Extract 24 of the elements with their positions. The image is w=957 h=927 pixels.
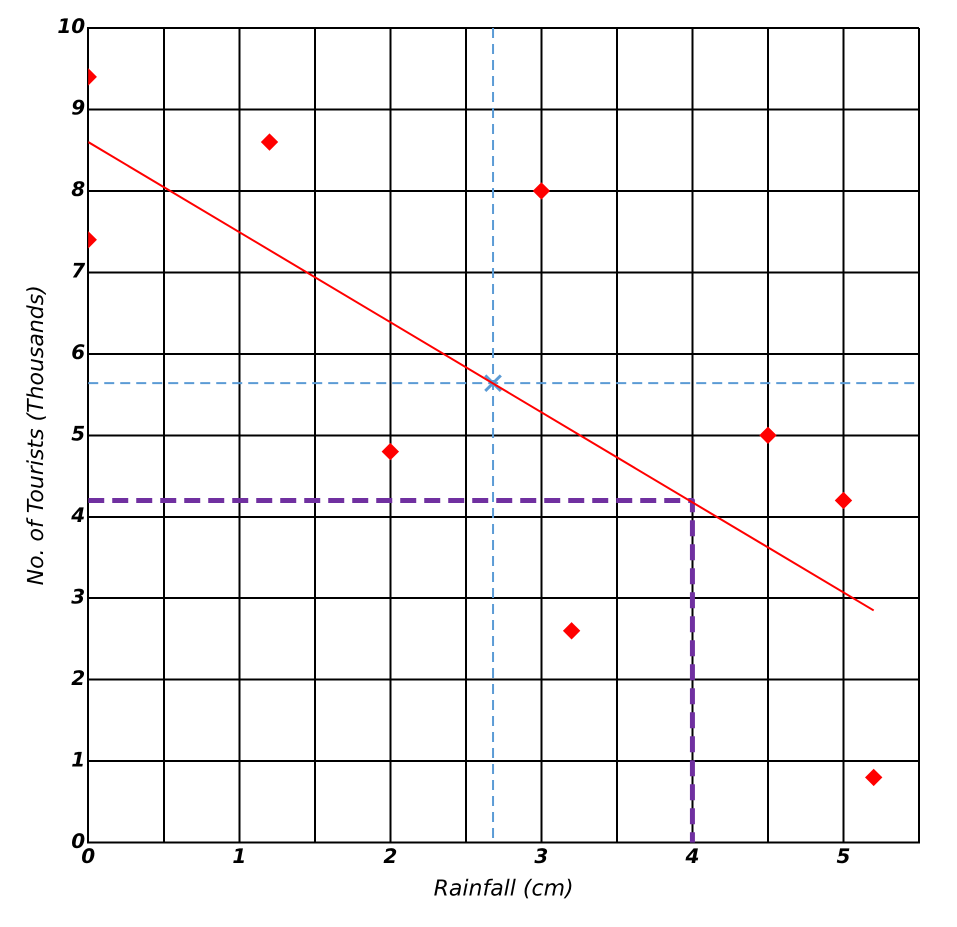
point bbox=[563, 622, 580, 640]
x-tick-label: 4 bbox=[684, 844, 700, 868]
point bbox=[260, 134, 278, 151]
y-tick-label: 4 bbox=[70, 502, 86, 527]
point bbox=[759, 426, 776, 444]
point bbox=[382, 443, 399, 460]
y-tick-label: 10 bbox=[57, 14, 86, 38]
y-tick-label: 1 bbox=[71, 747, 86, 772]
x-tick-label: 2 bbox=[383, 844, 398, 868]
y-tick-label: 6 bbox=[71, 340, 86, 364]
y-tick-label: 2 bbox=[71, 666, 86, 690]
y-tick-label: 3 bbox=[71, 584, 86, 608]
point bbox=[532, 182, 550, 200]
x-tick-label: 1 bbox=[232, 844, 246, 868]
x-tick-label: 5 bbox=[836, 844, 850, 868]
point bbox=[834, 492, 852, 509]
y-tick-label: 5 bbox=[71, 422, 86, 446]
y-tick-label: 8 bbox=[71, 177, 86, 202]
x-tick-label: 3 bbox=[534, 844, 548, 868]
point bbox=[865, 768, 882, 786]
y-axis-title: No. of Tourists (Thousands) bbox=[24, 285, 49, 586]
y-tick-label: 9 bbox=[71, 96, 86, 120]
x-axis-title: Rainfall (cm) bbox=[434, 876, 574, 902]
y-tick-label: 7 bbox=[71, 258, 86, 283]
